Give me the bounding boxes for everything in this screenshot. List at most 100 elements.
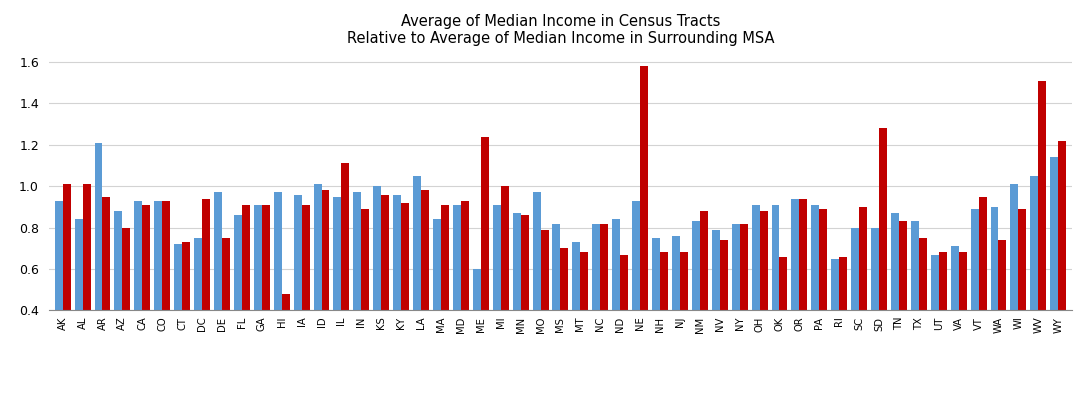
Bar <box>393 195 401 393</box>
Bar <box>879 128 887 393</box>
Bar <box>182 242 191 393</box>
Bar <box>473 269 481 393</box>
Bar <box>930 255 939 393</box>
Bar <box>421 190 429 393</box>
Bar <box>341 164 350 393</box>
Bar <box>851 228 859 393</box>
Bar <box>759 211 768 393</box>
Bar <box>799 199 807 393</box>
Bar <box>832 259 839 393</box>
Bar <box>174 244 182 393</box>
Bar <box>115 211 122 393</box>
Bar <box>1058 141 1066 393</box>
Bar <box>740 224 747 393</box>
Bar <box>493 205 500 393</box>
Bar <box>871 228 879 393</box>
Bar <box>63 184 70 393</box>
Bar <box>234 215 242 393</box>
Bar <box>671 236 680 393</box>
Bar <box>75 219 82 393</box>
Bar <box>274 193 282 393</box>
Bar <box>413 176 421 393</box>
Bar <box>592 224 600 393</box>
Bar <box>839 257 847 393</box>
Bar <box>1010 184 1018 393</box>
Bar <box>401 203 409 393</box>
Bar <box>561 248 569 393</box>
Bar <box>600 224 609 393</box>
Bar <box>552 224 561 393</box>
Bar <box>203 199 210 393</box>
Bar <box>891 213 899 393</box>
Bar <box>820 209 827 393</box>
Bar <box>453 205 461 393</box>
Bar <box>301 205 310 393</box>
Bar <box>1018 209 1027 393</box>
Bar <box>162 201 170 393</box>
Bar <box>82 184 91 393</box>
Bar <box>732 224 740 393</box>
Bar <box>322 190 329 393</box>
Bar <box>652 238 660 393</box>
Bar <box>712 230 720 393</box>
Bar <box>632 201 640 393</box>
Bar <box>433 219 441 393</box>
Bar <box>899 221 906 393</box>
Bar <box>580 252 588 393</box>
Bar <box>374 186 381 393</box>
Bar <box>640 66 648 393</box>
Bar <box>362 209 369 393</box>
Bar <box>621 255 628 393</box>
Bar <box>911 221 918 393</box>
Bar <box>500 186 509 393</box>
Bar <box>1030 176 1039 393</box>
Bar <box>958 252 967 393</box>
Bar <box>792 199 799 393</box>
Bar <box>970 209 979 393</box>
Bar <box>540 230 548 393</box>
Bar <box>780 257 787 393</box>
Bar <box>441 205 449 393</box>
Bar <box>512 213 521 393</box>
Bar <box>1039 81 1046 393</box>
Bar <box>612 219 621 393</box>
Bar <box>859 207 867 393</box>
Bar <box>353 193 362 393</box>
Bar <box>720 240 728 393</box>
Bar <box>55 201 63 393</box>
Bar <box>991 207 999 393</box>
Bar <box>282 294 289 393</box>
Bar <box>1051 157 1058 393</box>
Bar <box>918 238 927 393</box>
Bar <box>533 193 540 393</box>
Bar <box>242 205 250 393</box>
Bar <box>481 137 488 393</box>
Bar <box>94 143 103 393</box>
Bar <box>680 252 688 393</box>
Bar <box>293 195 301 393</box>
Bar <box>999 240 1006 393</box>
Bar <box>461 201 469 393</box>
Bar <box>811 205 820 393</box>
Bar <box>314 184 322 393</box>
Bar <box>521 215 529 393</box>
Bar <box>194 238 203 393</box>
Bar <box>381 195 389 393</box>
Bar <box>154 201 162 393</box>
Bar <box>122 228 130 393</box>
Bar <box>214 193 222 393</box>
Bar <box>222 238 230 393</box>
Bar <box>771 205 780 393</box>
Bar <box>700 211 708 393</box>
Bar <box>253 205 262 393</box>
Title: Average of Median Income in Census Tracts
Relative to Average of Median Income i: Average of Median Income in Census Tract… <box>347 14 774 47</box>
Bar <box>692 221 700 393</box>
Bar <box>951 246 958 393</box>
Bar <box>334 197 341 393</box>
Bar <box>103 197 110 393</box>
Bar <box>142 205 151 393</box>
Bar <box>573 242 580 393</box>
Bar <box>134 201 142 393</box>
Bar <box>752 205 759 393</box>
Bar <box>979 197 987 393</box>
